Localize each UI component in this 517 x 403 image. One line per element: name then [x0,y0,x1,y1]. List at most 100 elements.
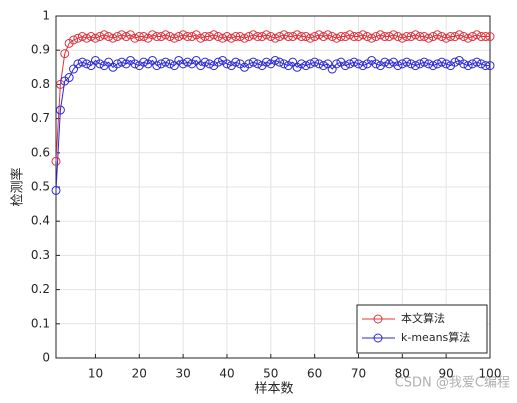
marker [73,59,83,69]
marker [279,59,289,69]
marker [402,32,412,42]
marker [296,59,306,69]
marker [358,61,368,71]
marker [196,33,206,43]
marker [424,59,434,69]
marker [257,32,267,42]
marker [472,57,482,67]
marker [99,30,109,40]
marker [178,30,188,40]
marker [393,61,403,71]
marker [169,61,179,71]
marker [441,33,451,43]
marker [112,59,122,69]
marker [327,32,337,42]
marker [380,32,390,42]
x-tick-label: 60 [307,367,322,381]
legend: 本文算法 k-means算法 [356,304,488,354]
marker [397,33,407,43]
marker [73,33,83,43]
marker [450,32,460,42]
marker [209,30,219,40]
x-tick-label: 30 [175,367,190,381]
marker [349,57,359,67]
marker [446,32,456,42]
marker [476,59,486,69]
marker [266,32,276,42]
marker [64,73,74,83]
marker [178,59,188,69]
marker [77,32,87,42]
marker [380,57,390,67]
marker [472,30,482,40]
y-tick-label: 0.8 [31,77,50,91]
x-tick-label: 50 [263,367,278,381]
marker [82,33,92,43]
marker [332,33,342,43]
marker [130,33,140,43]
x-tick-label: 10 [88,367,103,381]
marker [292,30,302,40]
marker [279,30,289,40]
marker [218,33,228,43]
marker [305,33,315,43]
marker [235,32,245,42]
marker [187,32,197,42]
marker [213,32,223,42]
marker [428,61,438,71]
y-tick-label: 0.2 [31,282,50,296]
y-tick-label: 0.7 [31,111,50,125]
marker [463,33,473,43]
marker [161,30,171,40]
marker [204,32,214,42]
legend-marker [373,314,383,324]
marker [305,59,315,69]
marker [51,156,61,166]
marker [69,64,79,74]
marker [384,59,394,69]
marker [432,59,442,69]
marker [340,32,350,42]
marker [156,32,166,42]
marker [183,57,193,67]
marker [318,32,328,42]
marker [121,32,131,42]
marker [432,30,442,40]
marker [481,61,491,71]
x-tick-label: 70 [351,367,366,381]
y-tick-label: 0.9 [31,43,50,57]
marker [108,33,118,43]
marker [314,30,324,40]
marker [270,33,280,43]
marker [301,32,311,42]
marker [82,59,92,69]
marker [169,33,179,43]
marker [463,61,473,71]
x-tick-label: 90 [439,367,454,381]
marker [358,30,368,40]
marker [410,30,420,40]
legend-marker [373,333,383,343]
marker [288,32,298,42]
marker [332,59,342,69]
marker [77,57,87,67]
y-tick-label: 0.6 [31,145,50,159]
marker [248,57,258,67]
marker [270,55,280,65]
marker [296,32,306,42]
marker [174,32,184,42]
marker [130,59,140,69]
marker [323,30,333,40]
marker [240,33,250,43]
marker [275,57,285,67]
marker [371,32,381,42]
marker [367,33,377,43]
marker [437,57,447,67]
marker [406,32,416,42]
marker [467,59,477,69]
marker [283,32,293,42]
marker [481,32,491,42]
x-tick-label: 20 [132,367,147,381]
marker [437,32,447,42]
